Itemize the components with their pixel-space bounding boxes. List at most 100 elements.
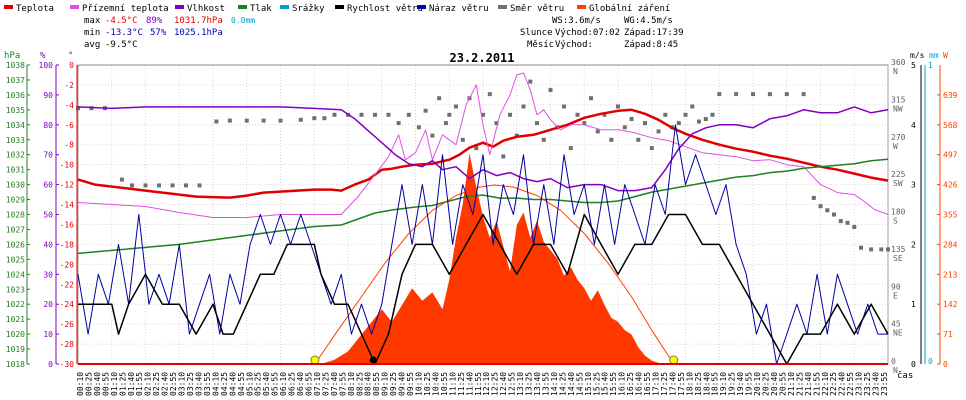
- pressure-tick-label: 1025: [6, 255, 25, 264]
- x-tick-label: 09:25: [389, 372, 398, 396]
- x-tick-label: 22:55: [846, 372, 855, 396]
- x-tick-label: 14:10: [550, 372, 559, 396]
- wind-direction-point: [562, 104, 566, 109]
- sun-label: Slunce: [520, 28, 553, 38]
- legend-label: Náraz větru: [429, 4, 489, 14]
- winddir-compass-label: N: [893, 366, 898, 375]
- legend-swatch: [280, 5, 289, 9]
- sun-marker: [669, 355, 679, 365]
- sunset-info: Západ:17:39: [624, 28, 684, 38]
- x-tick-label: 08:25: [355, 372, 364, 396]
- x-tick-label: 00:55: [101, 372, 110, 396]
- temperature-tick-label: -14: [60, 201, 75, 210]
- wind-direction-point: [130, 183, 134, 188]
- legend-label: Přízemní teplota: [82, 4, 169, 14]
- wind-direction-point: [157, 183, 161, 188]
- humidity-tick-label: 10: [43, 330, 53, 339]
- plot-area: [76, 64, 890, 365]
- radiation-tick-label: 142: [943, 300, 958, 309]
- temperature-tick-label: -8: [64, 141, 74, 150]
- wind-direction-point: [825, 208, 830, 213]
- wind-tick-label: 5: [911, 61, 916, 70]
- wind-direction-point: [751, 92, 755, 97]
- wind-direction-point: [184, 183, 188, 188]
- x-tick-label: 04:55: [237, 372, 246, 396]
- x-tick-label: 16:55: [643, 372, 652, 396]
- stats-max-press: 1031.7hPa: [174, 16, 223, 26]
- winddir-compass-label: E: [893, 291, 898, 300]
- x-tick-label: 07:40: [330, 372, 339, 396]
- x-tick-label: 15:10: [584, 372, 593, 396]
- wind-direction-point: [119, 177, 124, 182]
- x-tick-label: 13:55: [542, 372, 551, 396]
- x-tick-label: 22:40: [838, 372, 847, 396]
- x-tick-label: 17:40: [668, 372, 677, 396]
- wind-direction-point: [703, 117, 708, 121]
- x-tick-label: 05:10: [245, 372, 254, 396]
- wind-direction-point: [508, 112, 512, 117]
- wind-direction-point: [811, 195, 816, 200]
- x-tick-label: 06:40: [296, 372, 305, 396]
- wind-direction-point: [494, 121, 499, 126]
- series-line-tlak: [77, 158, 889, 255]
- pressure-tick-label: 1019: [6, 345, 25, 354]
- x-tick-label: 06:55: [305, 372, 314, 396]
- wind-direction-point: [244, 118, 249, 123]
- series-line-p-zemn-teplota: [77, 72, 889, 218]
- stats-min-temp: -13.3°C: [105, 28, 143, 38]
- radiation-tick-label: 0: [943, 360, 948, 369]
- wind-direction-point: [521, 104, 526, 109]
- x-tick-label: 21:25: [795, 372, 804, 396]
- temperature-unit: °: [68, 51, 73, 61]
- pressure-tick-label: 1038: [6, 61, 25, 70]
- wind-direction-point: [396, 121, 401, 126]
- wind-tick-label: 4: [911, 121, 916, 130]
- winddir-tick-label: 270: [891, 133, 906, 142]
- x-tick-label: 12:40: [499, 372, 508, 396]
- temperature-tick-label: -16: [60, 220, 75, 229]
- x-tick-label: 03:55: [203, 372, 212, 396]
- pressure-tick-label: 1037: [6, 76, 25, 85]
- wind-direction-point: [852, 225, 857, 229]
- x-tick-label: 14:40: [567, 372, 576, 396]
- wind-direction-point: [717, 92, 722, 97]
- x-tick-label: 02:40: [161, 372, 170, 396]
- wind-direction-point: [832, 212, 836, 217]
- x-tick-label: 21:10: [787, 372, 796, 396]
- pressure-tick-label: 1026: [6, 240, 25, 249]
- wind-direction-point: [416, 125, 421, 130]
- temperature-tick-label: -26: [60, 320, 75, 329]
- pressure-tick-label: 1020: [6, 330, 25, 339]
- x-tick-label: 01:55: [135, 372, 144, 396]
- stats-block: max -4.5°C 89% 1031.7hPa 0.0mm min -13.3…: [84, 16, 255, 50]
- wind-direction-point: [197, 183, 202, 188]
- wind-direction-point: [643, 121, 647, 126]
- humidity-tick-label: 50: [43, 211, 53, 220]
- wind-direction-point: [454, 104, 458, 109]
- legend-swatch: [4, 5, 13, 9]
- x-tick-label: 03:40: [195, 372, 204, 396]
- wind-direction-point: [589, 96, 593, 101]
- x-tick-label: 11:40: [465, 372, 474, 396]
- humidity-tick-label: 20: [43, 300, 53, 309]
- x-tick-label: 14:25: [558, 372, 567, 396]
- wind-direction-point: [481, 112, 485, 117]
- x-tick-label: 12:25: [491, 372, 500, 396]
- x-tick-label: 07:25: [321, 372, 330, 396]
- x-tick-label: 08:10: [347, 372, 356, 396]
- stats-max-label: max: [84, 16, 101, 26]
- x-tick-label: 00:40: [93, 372, 102, 396]
- legend-label: Směr větru: [510, 4, 564, 14]
- radiation-unit: W: [943, 51, 948, 60]
- legend-label: Vlhkost: [187, 4, 225, 14]
- wind-direction-point: [359, 112, 364, 117]
- wind-direction-point: [487, 92, 492, 97]
- x-tick-label: 04:25: [220, 372, 229, 396]
- x-tick-label: 23:55: [880, 372, 889, 396]
- wind-direction-point: [437, 96, 442, 101]
- wind-direction-point: [76, 106, 80, 111]
- humidity-tick-label: 0: [48, 360, 53, 369]
- x-tick-label: 09:55: [406, 372, 415, 396]
- wind-direction-point: [430, 133, 435, 138]
- wind-direction-point: [683, 112, 688, 117]
